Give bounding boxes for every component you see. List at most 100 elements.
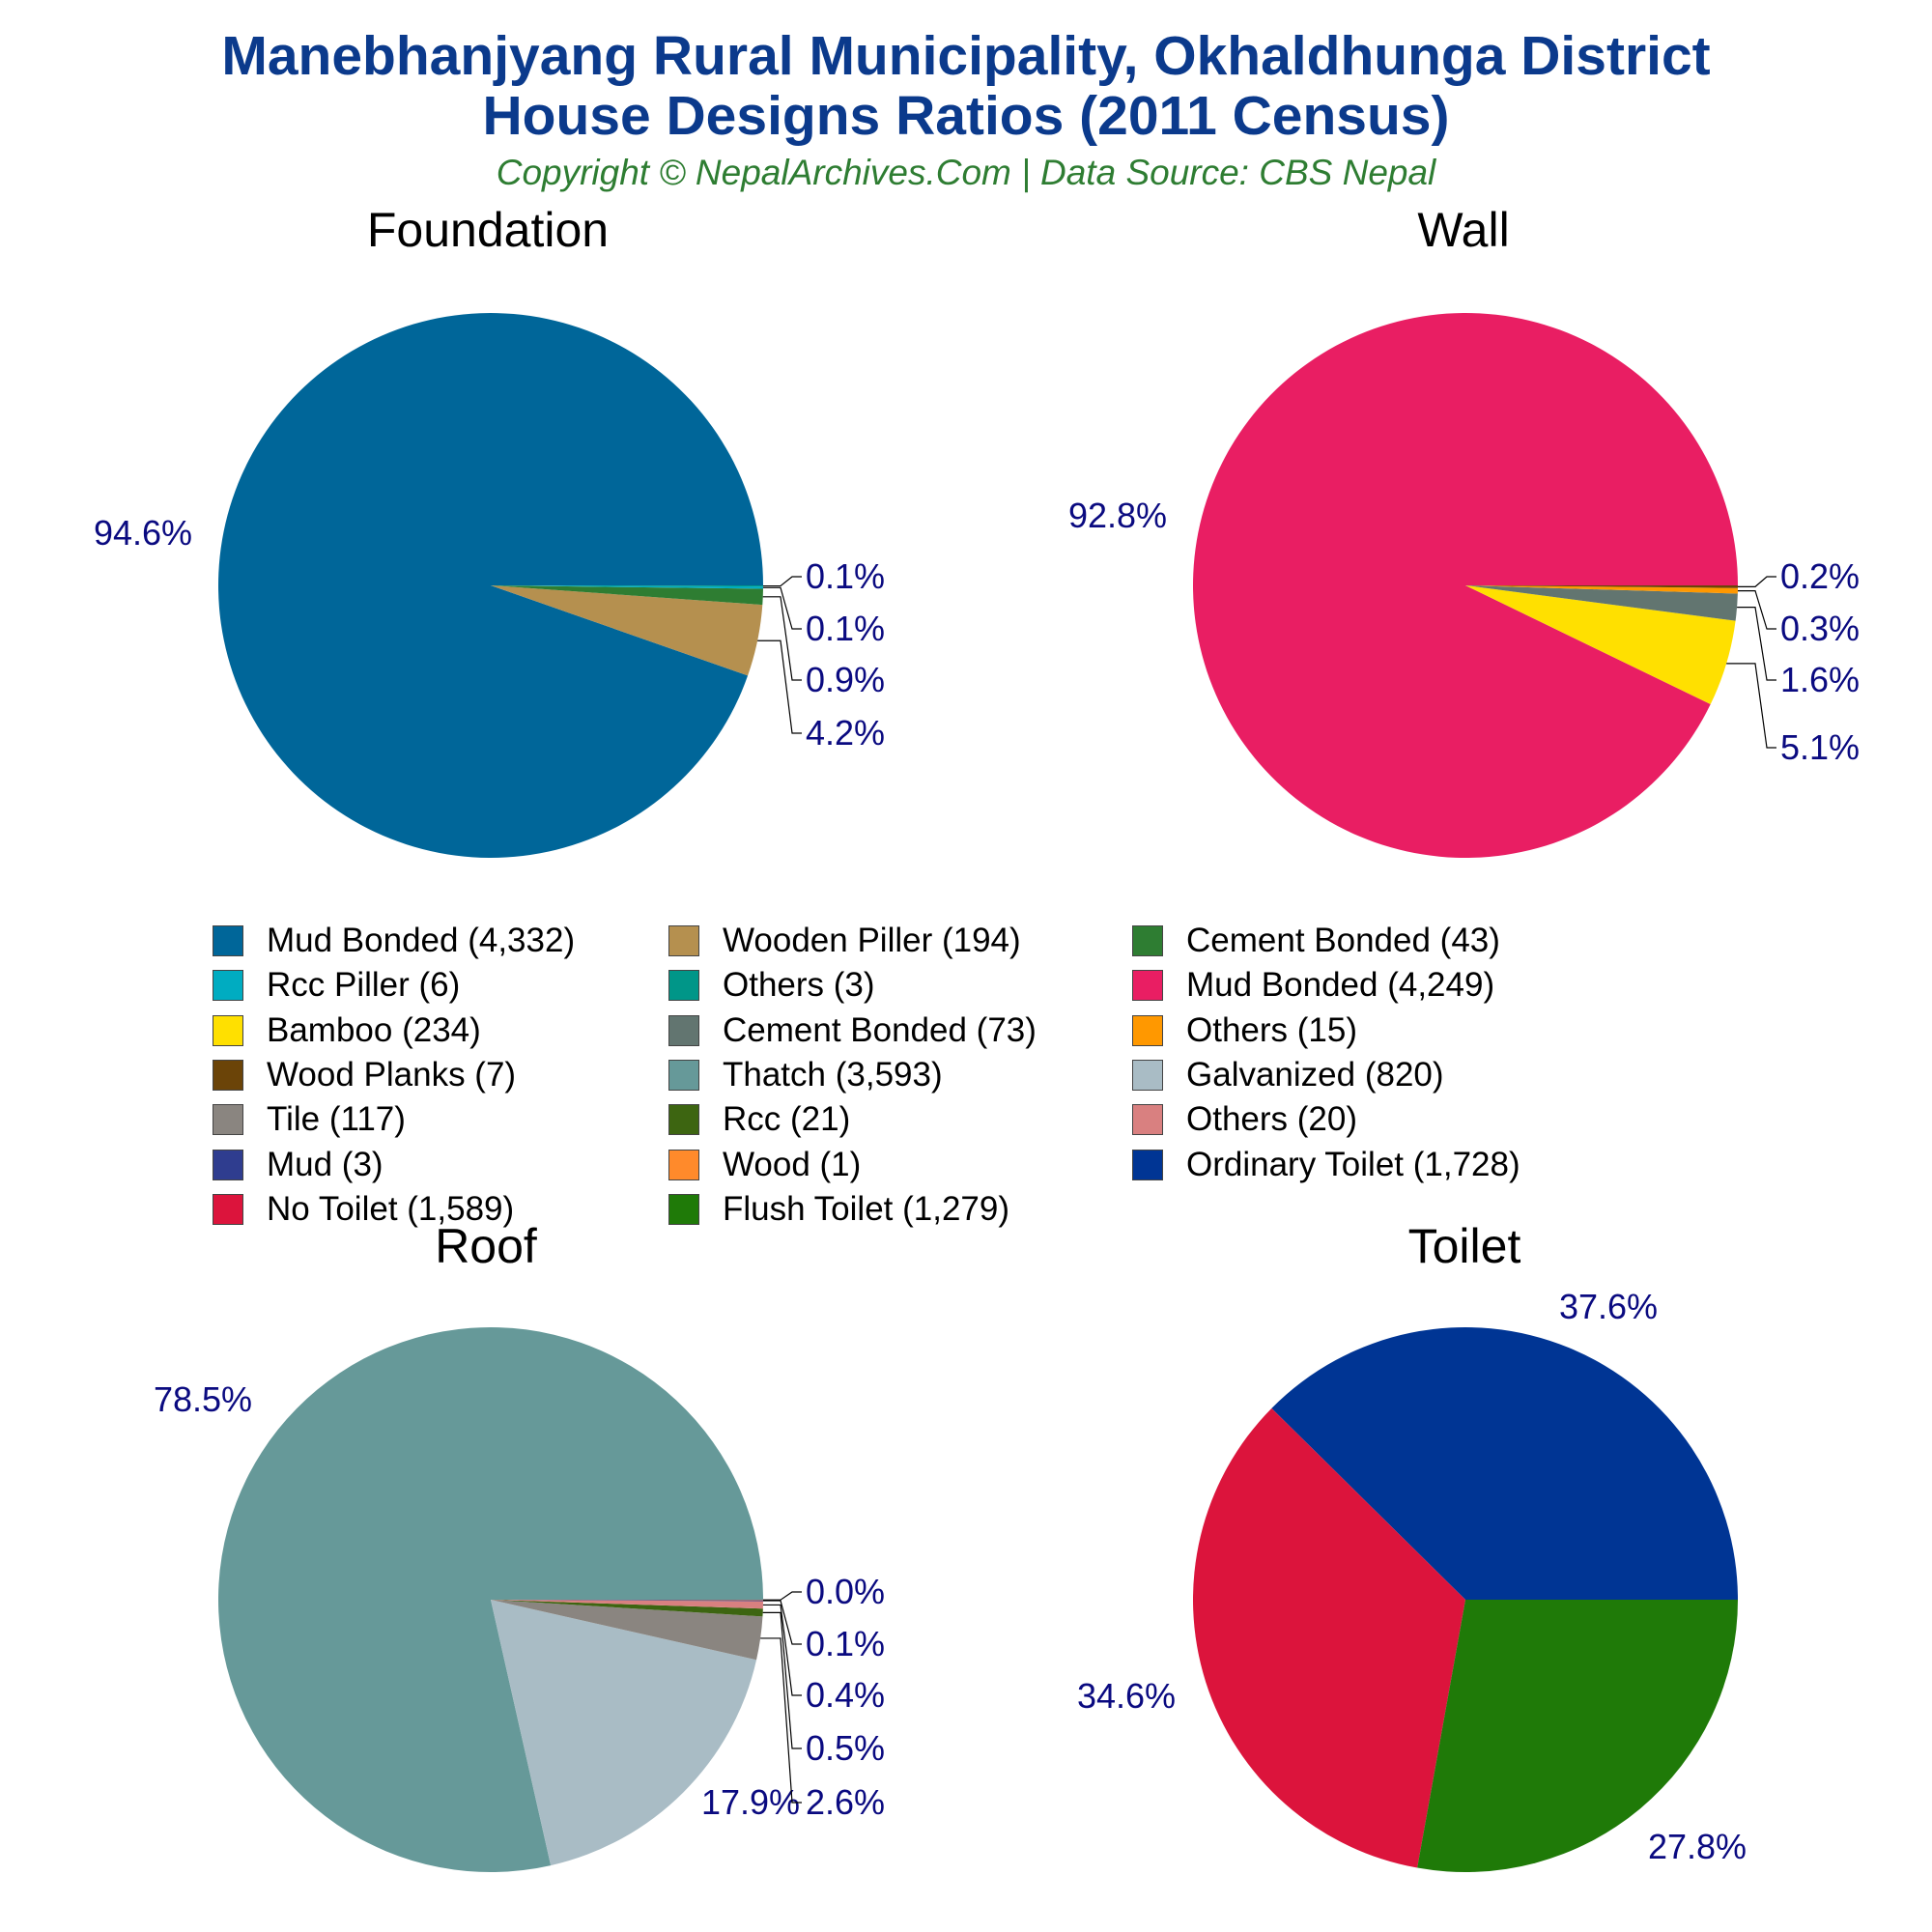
label-leader-line <box>760 1637 802 1804</box>
slice-percent-label: 78.5% <box>154 1379 252 1419</box>
pie-chart-toilet: Toilet 37.6% 34.6% 27.8% <box>1077 1219 1747 1872</box>
pie-slice <box>491 1600 763 1609</box>
slice-percent-label: 0.1% <box>806 556 885 596</box>
legend-item: No Toilet (1,589) <box>213 1190 514 1229</box>
legend-item: Others (20) <box>1132 1100 1357 1139</box>
legend-label: Thatch (3,593) <box>723 1055 943 1094</box>
pie-slice <box>1193 313 1738 859</box>
legend-swatch <box>213 1059 243 1091</box>
legend-swatch <box>1132 925 1163 956</box>
legend-label: Galvanized (820) <box>1186 1055 1444 1094</box>
pie-slice <box>1465 585 1738 594</box>
slice-percent-label: 92.8% <box>1068 496 1167 535</box>
legend-label: Mud (3) <box>267 1145 384 1183</box>
slice-percent-label: 2.6% <box>806 1782 885 1822</box>
pie-slice <box>491 585 763 587</box>
legend-item: Ordinary Toilet (1,728) <box>1132 1146 1520 1184</box>
slice-percent-label: 1.6% <box>1780 660 1860 699</box>
label-leader-line <box>757 639 802 734</box>
legend-swatch <box>1132 970 1163 1002</box>
pie-chart-wall: Wall 92.8% 5.1% 1.6% 0.3% 0.2% <box>1068 203 1860 859</box>
legend-item: Thatch (3,593) <box>668 1056 943 1094</box>
legend-swatch <box>213 1104 243 1136</box>
slice-percent-label: 0.4% <box>806 1675 885 1715</box>
legend-item: Cement Bonded (43) <box>1132 922 1500 960</box>
slice-percent-label: 37.6% <box>1559 1287 1658 1326</box>
slice-percent-label: 0.1% <box>806 1624 885 1663</box>
pie-slice <box>217 313 763 859</box>
label-leader-line <box>762 586 802 630</box>
legend-label: Cement Bonded (73) <box>723 1010 1037 1049</box>
legend-swatch <box>668 1059 699 1091</box>
legend-item: Mud Bonded (4,249) <box>1132 966 1494 1005</box>
pie-slice <box>491 585 763 589</box>
slice-percent-label: 17.9% <box>701 1782 800 1822</box>
legend-item: Rcc Piller (6) <box>213 966 460 1005</box>
slice-percent-label: 94.6% <box>94 513 192 553</box>
label-leader-line <box>1737 576 1776 587</box>
legend-label: Others (15) <box>1186 1010 1357 1049</box>
label-leader-line <box>762 1600 802 1645</box>
chart-subtitle: Copyright © NepalArchives.Com | Data Sou… <box>496 153 1436 192</box>
legend-item: Wood (1) <box>668 1146 861 1184</box>
legend-label: Flush Toilet (1,279) <box>723 1189 1010 1228</box>
pie-slice <box>1465 585 1738 588</box>
legend-label: Cement Bonded (43) <box>1186 922 1500 959</box>
legend-label: Wooden Piller (194) <box>723 922 1021 959</box>
label-leader-line <box>762 576 802 587</box>
label-leader-line <box>1726 663 1776 749</box>
slice-percent-label: 5.1% <box>1780 727 1860 767</box>
legend-label: Mud Bonded (4,249) <box>1186 966 1495 1005</box>
legend-item: Mud Bonded (4,332) <box>213 922 575 960</box>
slice-percent-label: 0.9% <box>806 660 885 699</box>
legend-item: Galvanized (820) <box>1132 1056 1444 1094</box>
label-leader-line <box>762 1591 802 1601</box>
legend-swatch <box>1132 1059 1163 1091</box>
legend-swatch <box>668 1014 699 1046</box>
slice-percent-label: 0.5% <box>806 1728 885 1768</box>
legend-label: Ordinary Toilet (1,728) <box>1186 1145 1520 1183</box>
pie-slice <box>491 1600 763 1602</box>
legend-label: Others (3) <box>723 966 875 1005</box>
pie-slice <box>491 1600 763 1617</box>
pie-slice <box>491 1600 763 1661</box>
legend-item: Rcc (21) <box>668 1100 850 1139</box>
pie-slice <box>491 585 763 606</box>
pie-chart-roof: Roof 78.5% 17.9% 2.6% 0.5% 0.4% 0.1% 0.0% <box>154 1219 885 1873</box>
legend-swatch <box>668 925 699 956</box>
legend-swatch <box>668 1149 699 1180</box>
legend-label: Rcc Piller (6) <box>267 966 461 1005</box>
legend-swatch <box>668 1193 699 1225</box>
legend-label: No Toilet (1,589) <box>267 1189 515 1228</box>
pie-slice <box>1465 585 1738 621</box>
legend-item: Cement Bonded (73) <box>668 1011 1037 1050</box>
slice-percent-label: 0.0% <box>806 1572 885 1611</box>
legend-swatch <box>213 970 243 1002</box>
pie-title: Wall <box>1417 203 1509 257</box>
pie-slice <box>491 585 763 676</box>
slice-percent-label: 0.1% <box>806 609 885 648</box>
pie-slice <box>217 1327 763 1873</box>
legend-item: Others (3) <box>668 966 875 1005</box>
legend-swatch <box>213 1014 243 1046</box>
legend-label: Wood (1) <box>723 1145 862 1183</box>
pie-slice <box>491 1600 757 1866</box>
pie-title: Roof <box>435 1219 537 1273</box>
legend-swatch <box>668 1104 699 1136</box>
label-leader-line <box>762 1611 802 1749</box>
legend-label: Rcc (21) <box>723 1100 851 1139</box>
slice-percent-label: 34.6% <box>1077 1676 1176 1716</box>
legend-item: Wood Planks (7) <box>213 1056 516 1094</box>
label-leader-line <box>762 1604 802 1696</box>
slice-percent-label: 0.3% <box>1780 609 1860 648</box>
legend-swatch <box>1132 1104 1163 1136</box>
pie-chart-foundation: Foundation 94.6% 4.2% 0.9% 0.1% 0.1% <box>94 203 885 859</box>
slice-percent-label: 0.2% <box>1780 556 1860 596</box>
legend-swatch <box>1132 1149 1163 1180</box>
legend-item: Mud (3) <box>213 1146 384 1184</box>
legend-swatch <box>1132 1014 1163 1046</box>
legend-swatch <box>668 970 699 1002</box>
legend-label: Others (20) <box>1186 1100 1357 1139</box>
pie-slice <box>1192 1407 1465 1868</box>
legend-swatch <box>213 1193 243 1225</box>
